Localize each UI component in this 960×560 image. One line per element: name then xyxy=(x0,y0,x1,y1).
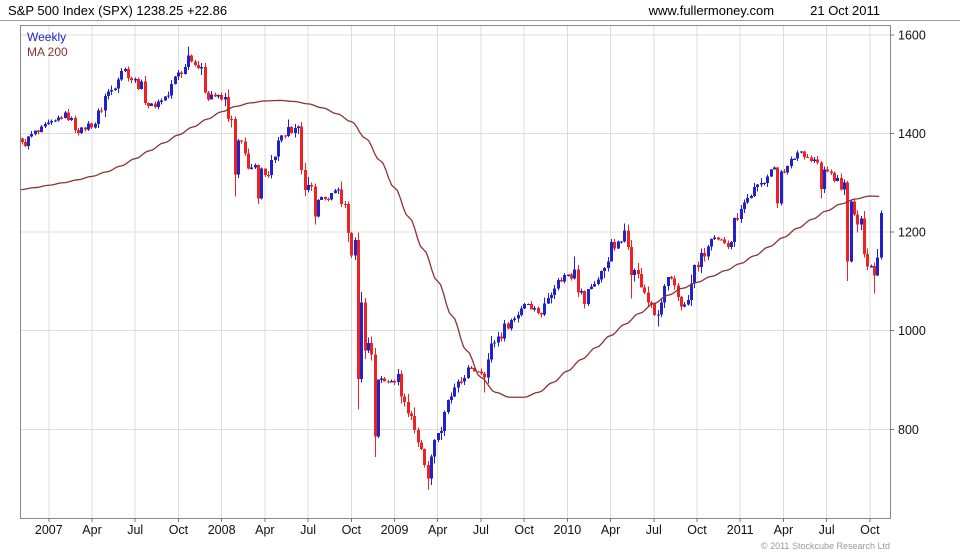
x-axis-label: Oct xyxy=(169,523,189,537)
x-axis-label: Jul xyxy=(819,523,835,537)
x-axis-label: Jul xyxy=(300,523,316,537)
x-axis-label: 2009 xyxy=(381,523,409,537)
copyright-text: © 2011 Stockcube Research Ltd xyxy=(760,541,890,551)
x-axis-label: Oct xyxy=(687,523,707,537)
x-axis-label: Apr xyxy=(601,523,620,537)
y-axis-label: 1400 xyxy=(898,127,926,141)
price-bars xyxy=(21,46,883,490)
x-axis-label: Jul xyxy=(646,523,662,537)
x-axis-label: Apr xyxy=(82,523,101,537)
x-axis-label: 2008 xyxy=(208,523,236,537)
x-axis-label: 2010 xyxy=(553,523,581,537)
x-axis-label: 2007 xyxy=(35,523,63,537)
legend-ma200: MA 200 xyxy=(27,45,68,59)
y-axis-label: 1000 xyxy=(898,324,926,338)
gridlines xyxy=(20,25,890,518)
chart-title: S&P 500 Index (SPX) 1238.25 +22.86 xyxy=(8,2,228,18)
x-axis-label: Oct xyxy=(342,523,362,537)
website-link[interactable]: www.fullermoney.com xyxy=(648,2,775,18)
y-axis-label: 800 xyxy=(898,423,919,437)
x-axis-label: Oct xyxy=(514,523,534,537)
plot-border xyxy=(20,25,891,519)
axis-labels: 800 1000 1200 1400 1600 2007 Apr Jul Oct 2008 Apr J… xyxy=(35,28,926,537)
x-axis-label: Apr xyxy=(774,523,793,537)
x-axis-label: 2011 xyxy=(727,523,754,537)
chart-header: S&P 500 Index (SPX) 1238.25 +22.86 www.f… xyxy=(0,0,960,21)
legend-weekly: Weekly xyxy=(27,30,67,44)
x-axis-label: Jul xyxy=(473,523,489,537)
x-axis-label: Apr xyxy=(428,523,447,537)
x-axis-label: Jul xyxy=(127,523,143,537)
ma200-line xyxy=(19,99,880,398)
x-axis-label: Apr xyxy=(255,523,274,537)
y-axis-label: 1200 xyxy=(898,226,926,240)
y-axis-label: 1600 xyxy=(898,28,926,42)
x-axis-label: Oct xyxy=(860,523,880,537)
chart-date: 21 Oct 2011 xyxy=(810,2,880,18)
axis-ticks xyxy=(48,34,894,522)
